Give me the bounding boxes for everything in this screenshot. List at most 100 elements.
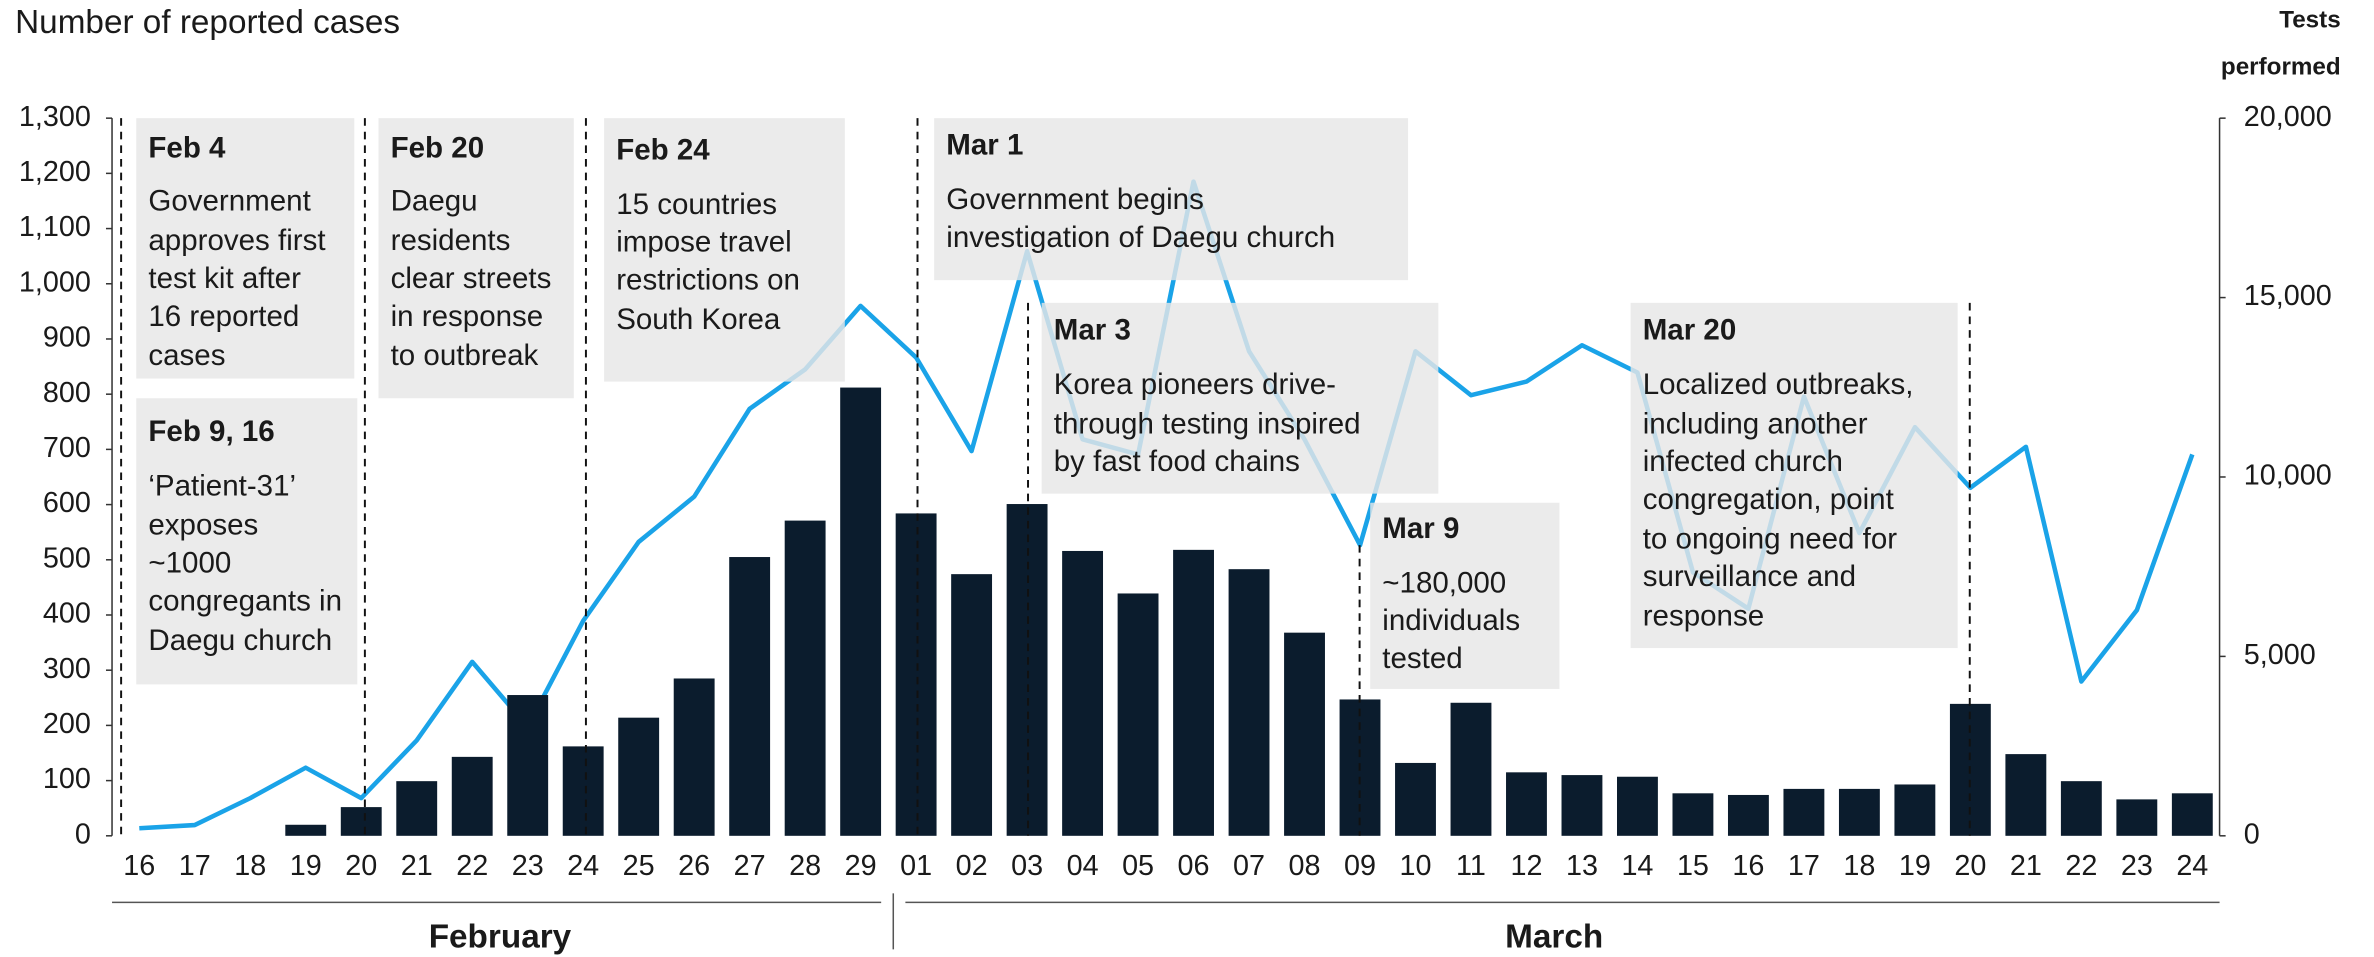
bar — [673, 678, 715, 836]
annotation-text: through testing inspired — [1054, 407, 1361, 440]
annotation-text: South Korea — [616, 303, 781, 336]
x-tick-label: 13 — [1566, 850, 1598, 882]
annotation-text: Daegu — [391, 185, 478, 218]
y-tick-label: 300 — [43, 653, 91, 685]
bar — [784, 520, 826, 836]
x-tick-label: 19 — [290, 850, 322, 882]
y2-tick-label: 15,000 — [2244, 280, 2332, 312]
bar — [2171, 793, 2213, 836]
bar — [507, 695, 549, 836]
x-tick-label: 16 — [1732, 850, 1764, 882]
x-tick-label: 18 — [234, 850, 266, 882]
annotation-text: cases — [148, 339, 225, 372]
x-tick-label: 29 — [845, 850, 877, 882]
x-tick-label: 21 — [2010, 850, 2042, 882]
bar — [2116, 799, 2158, 836]
y2-tick-label: 10,000 — [2244, 460, 2332, 492]
annotation-title: Feb 4 — [148, 132, 226, 165]
annotation-box — [1630, 302, 1958, 649]
annotation-text: ~1000 — [148, 547, 231, 580]
x-tick-label: 15 — [1677, 850, 1709, 882]
bar — [1617, 776, 1658, 836]
bar — [562, 746, 604, 836]
annotation-text: impose travel — [616, 226, 792, 259]
bar — [451, 756, 493, 836]
y-tick-label: 800 — [43, 377, 91, 409]
annotation-box — [604, 118, 845, 382]
x-tick-label: 09 — [1344, 850, 1376, 882]
bar — [2005, 754, 2047, 836]
annotation-text: by fast food chains — [1054, 445, 1300, 478]
x-tick-label: 21 — [401, 850, 433, 882]
annotation-text: individuals — [1382, 604, 1520, 637]
bar — [1783, 788, 1825, 836]
x-tick-label: 08 — [1289, 850, 1321, 882]
y-tick-label: 1,300 — [19, 101, 91, 133]
y-axis-label: Number of reported cases — [15, 4, 400, 41]
x-tick-label: 18 — [1843, 850, 1875, 882]
x-tick-label: 27 — [734, 850, 766, 882]
y-tick-label: 1,200 — [19, 156, 91, 188]
annotation-box — [136, 118, 355, 379]
bar — [396, 781, 438, 836]
x-tick-label: 20 — [1954, 850, 1986, 882]
y2-axis-label: performed — [2221, 54, 2341, 81]
annotation-text: Daegu church — [148, 624, 332, 657]
bar — [1173, 549, 1214, 836]
y-tick-label: 1,000 — [19, 266, 91, 298]
bar — [895, 513, 937, 836]
x-tick-label: 17 — [179, 850, 211, 882]
bar — [618, 717, 660, 836]
x-tick-label: 22 — [2065, 850, 2097, 882]
annotation-title: Mar 9 — [1382, 512, 1459, 545]
annotation-text: response — [1643, 600, 1764, 633]
y-tick-label: 900 — [43, 322, 91, 354]
x-tick-label: 23 — [512, 850, 544, 882]
y2-tick-label: 5,000 — [2244, 639, 2316, 671]
x-tick-label: 05 — [1122, 850, 1154, 882]
group-label: February — [429, 919, 572, 956]
x-tick-label: 16 — [123, 850, 155, 882]
annotation-title: Feb 9, 16 — [148, 415, 274, 448]
annotation-text: infected church — [1643, 445, 1843, 478]
x-tick-label: 28 — [789, 850, 821, 882]
bar — [1284, 632, 1325, 836]
annotation-text: 15 countries — [616, 188, 777, 221]
bar — [1506, 772, 1547, 836]
x-tick-label: 24 — [567, 850, 599, 882]
annotation-title: Mar 1 — [946, 129, 1023, 162]
annotation-text: test kit after — [148, 262, 301, 295]
annotation-text: restrictions on — [616, 263, 800, 296]
bar — [1727, 794, 1769, 836]
annotation-text: congregants in — [148, 584, 342, 617]
annotation-text: including another — [1643, 407, 1868, 440]
annotation-text: residents — [391, 224, 511, 257]
annotation-text: surveillance and — [1643, 560, 1856, 593]
annotation-box — [1370, 502, 1560, 689]
bar — [285, 824, 327, 836]
x-tick-label: 22 — [456, 850, 488, 882]
bar — [1450, 702, 1492, 836]
bar — [1561, 775, 1603, 836]
annotation-title: Mar 3 — [1054, 313, 1131, 346]
annotation-text: Korea pioneers drive- — [1054, 368, 1336, 401]
y-tick-label: 0 — [75, 818, 91, 850]
annotation-box — [136, 398, 358, 685]
annotation-text: Localized outbreaks, — [1643, 368, 1914, 401]
x-tick-label: 01 — [900, 850, 932, 882]
x-tick-label: 10 — [1400, 850, 1432, 882]
y-tick-label: 600 — [43, 487, 91, 519]
annotation-text: exposes — [148, 509, 258, 542]
bar — [1894, 784, 1936, 836]
bar — [729, 557, 771, 836]
annotation-text: ~180,000 — [1382, 566, 1506, 599]
x-tick-label: 17 — [1788, 850, 1820, 882]
annotation-title: Feb 24 — [616, 133, 710, 166]
x-tick-label: 19 — [1899, 850, 1931, 882]
x-tick-label: 25 — [623, 850, 655, 882]
annotation-box — [1041, 302, 1439, 494]
annotation-text: clear streets — [391, 262, 552, 295]
bar — [1672, 793, 1714, 836]
annotation-text: tested — [1382, 642, 1462, 675]
bar — [2060, 781, 2102, 836]
